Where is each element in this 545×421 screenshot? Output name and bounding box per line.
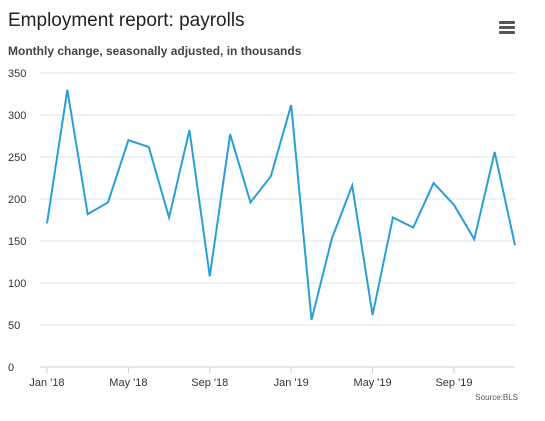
y-tick-label: 50 [8,320,20,332]
x-tick-label: May '19 [353,377,391,389]
x-tick-label: May '18 [109,377,147,389]
y-axis-ticks: 0 50 100 150 200 250 300 350 [8,68,26,374]
x-axis: Jan '18 May '18 Sep '18 Jan '19 May '19 Sep '… [29,366,515,389]
y-tick-label: 0 [8,362,14,374]
grid-lines [40,72,515,326]
source-label: Source:BLS [475,393,518,402]
y-tick-label: 300 [8,110,26,122]
series-layer [46,89,516,321]
hamburger-menu-icon[interactable] [497,20,517,36]
x-tick-label: Sep '18 [191,377,228,389]
y-tick-label: 350 [8,68,26,80]
x-tick-label: Sep '19 [435,377,472,389]
series-line-payrolls [46,89,516,321]
x-tick-label: Jan '18 [29,377,64,389]
y-tick-label: 150 [8,236,26,248]
x-tick-label: Jan '19 [274,377,309,389]
chart-title: Employment report: payrolls [8,10,245,31]
y-tick-label: 200 [8,194,26,206]
y-tick-label: 250 [8,152,26,164]
y-tick-label: 100 [8,278,26,290]
chart-subtitle: Monthly change, seasonally adjusted, in … [8,44,302,58]
